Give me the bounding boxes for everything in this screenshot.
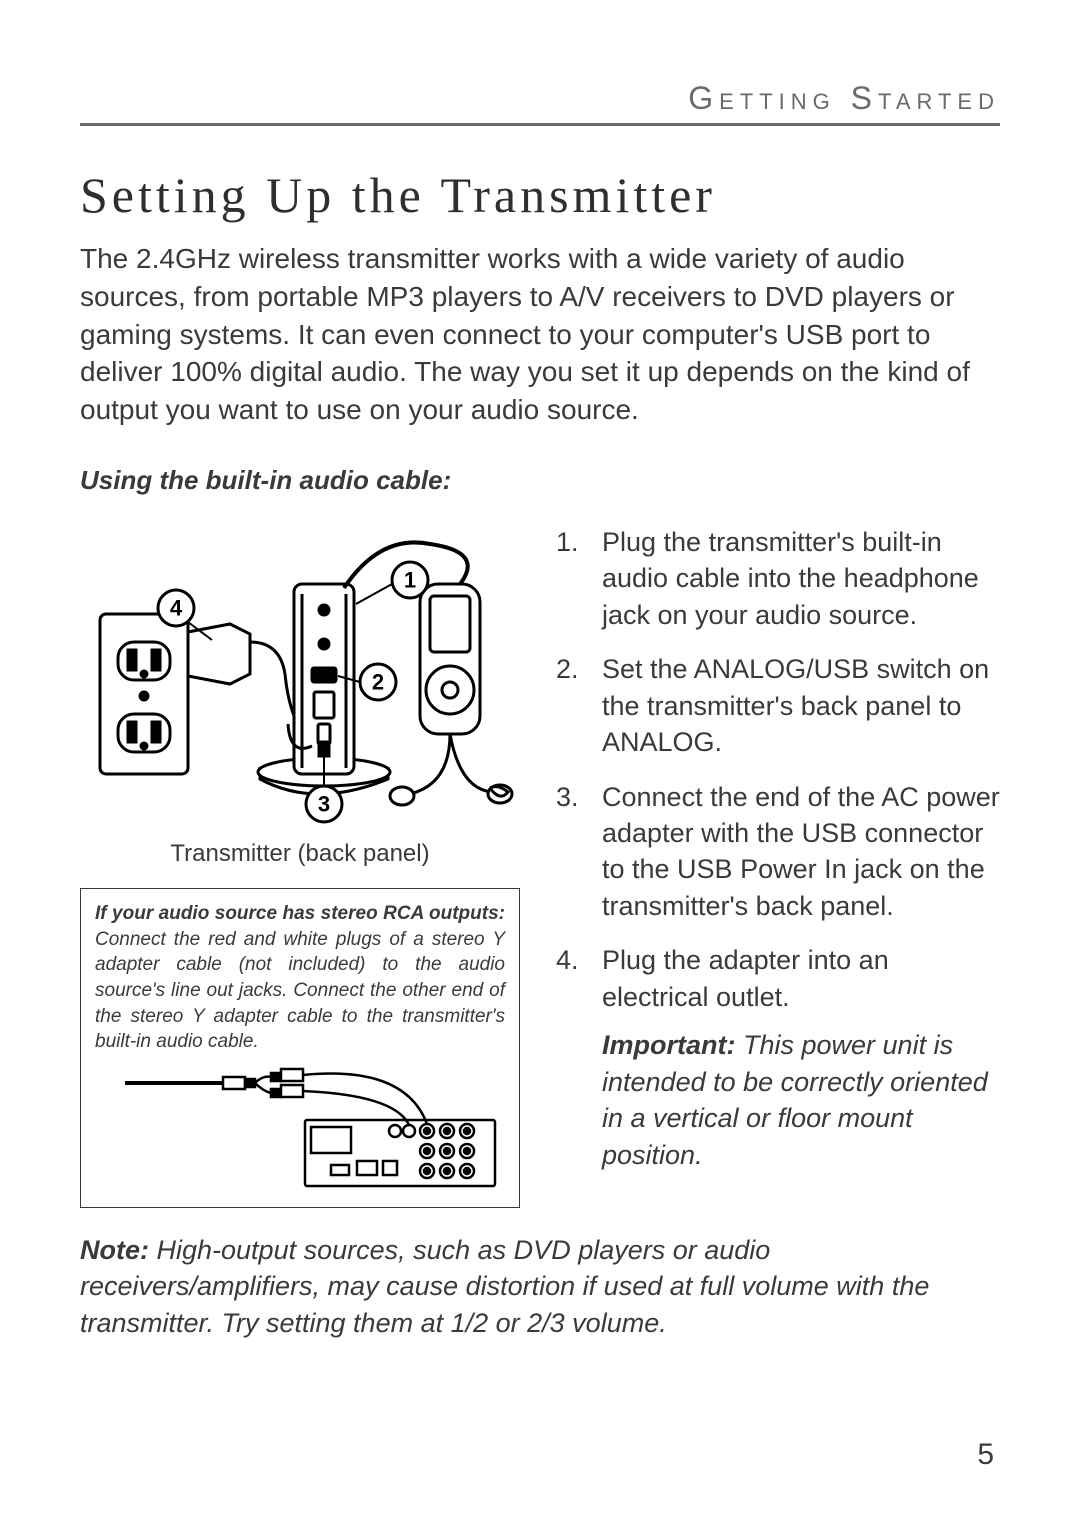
note-text: High-output sources, such as DVD players… xyxy=(80,1235,929,1338)
important-note: Important: This power unit is intended t… xyxy=(602,1027,1000,1173)
callout-1: 1 xyxy=(404,567,416,592)
page-number: 5 xyxy=(977,1438,994,1472)
rca-tip-diagram xyxy=(95,1065,505,1195)
important-label: Important: xyxy=(602,1030,735,1060)
right-column: Plug the transmitter's built-in audio ca… xyxy=(556,524,1000,1208)
step-1: Plug the transmitter's built-in audio ca… xyxy=(556,524,1000,633)
rca-tip-text: If your audio source has stereo RCA outp… xyxy=(95,901,505,1055)
section-header: Getting Started xyxy=(80,80,1000,123)
steps-list: Plug the transmitter's built-in audio ca… xyxy=(556,524,1000,1173)
rca-tip-box: If your audio source has stereo RCA outp… xyxy=(80,888,520,1208)
rca-tip-lead: If your audio source has stereo RCA outp… xyxy=(95,903,505,924)
intro-paragraph: The 2.4GHz wireless transmitter works wi… xyxy=(80,240,1000,429)
transmitter-diagram: 1 2 3 4 xyxy=(80,524,520,834)
header-rule xyxy=(80,123,1000,126)
note-label: Note: xyxy=(80,1235,149,1265)
step-3: Connect the end of the AC power adapter … xyxy=(556,779,1000,925)
callout-4: 4 xyxy=(170,595,183,620)
step-4: Plug the adapter into an electrical outl… xyxy=(556,942,1000,1173)
page-title: Setting Up the Transmitter xyxy=(80,166,1000,224)
step-2: Set the ANALOG/USB switch on the transmi… xyxy=(556,651,1000,760)
callout-3: 3 xyxy=(318,791,330,816)
step-4-text: Plug the adapter into an electrical outl… xyxy=(602,945,889,1011)
step-1-text: Plug the transmitter's built-in audio ca… xyxy=(602,527,979,630)
callout-2: 2 xyxy=(372,669,384,694)
footer-note: Note: High-output sources, such as DVD p… xyxy=(80,1232,1000,1341)
rca-tip-body: Connect the red and white plugs of a ste… xyxy=(95,929,505,1053)
section-header-text: Getting Started xyxy=(688,80,1000,116)
diagram-caption: Transmitter (back panel) xyxy=(80,840,520,868)
left-column: 1 2 3 4 Transmitter (back panel) If your… xyxy=(80,524,520,1208)
two-column-layout: 1 2 3 4 Transmitter (back panel) If your… xyxy=(80,524,1000,1208)
step-3-text: Connect the end of the AC power adapter … xyxy=(602,782,1000,921)
step-2-text: Set the ANALOG/USB switch on the transmi… xyxy=(602,654,989,757)
subheading: Using the built-in audio cable: xyxy=(80,465,1000,496)
